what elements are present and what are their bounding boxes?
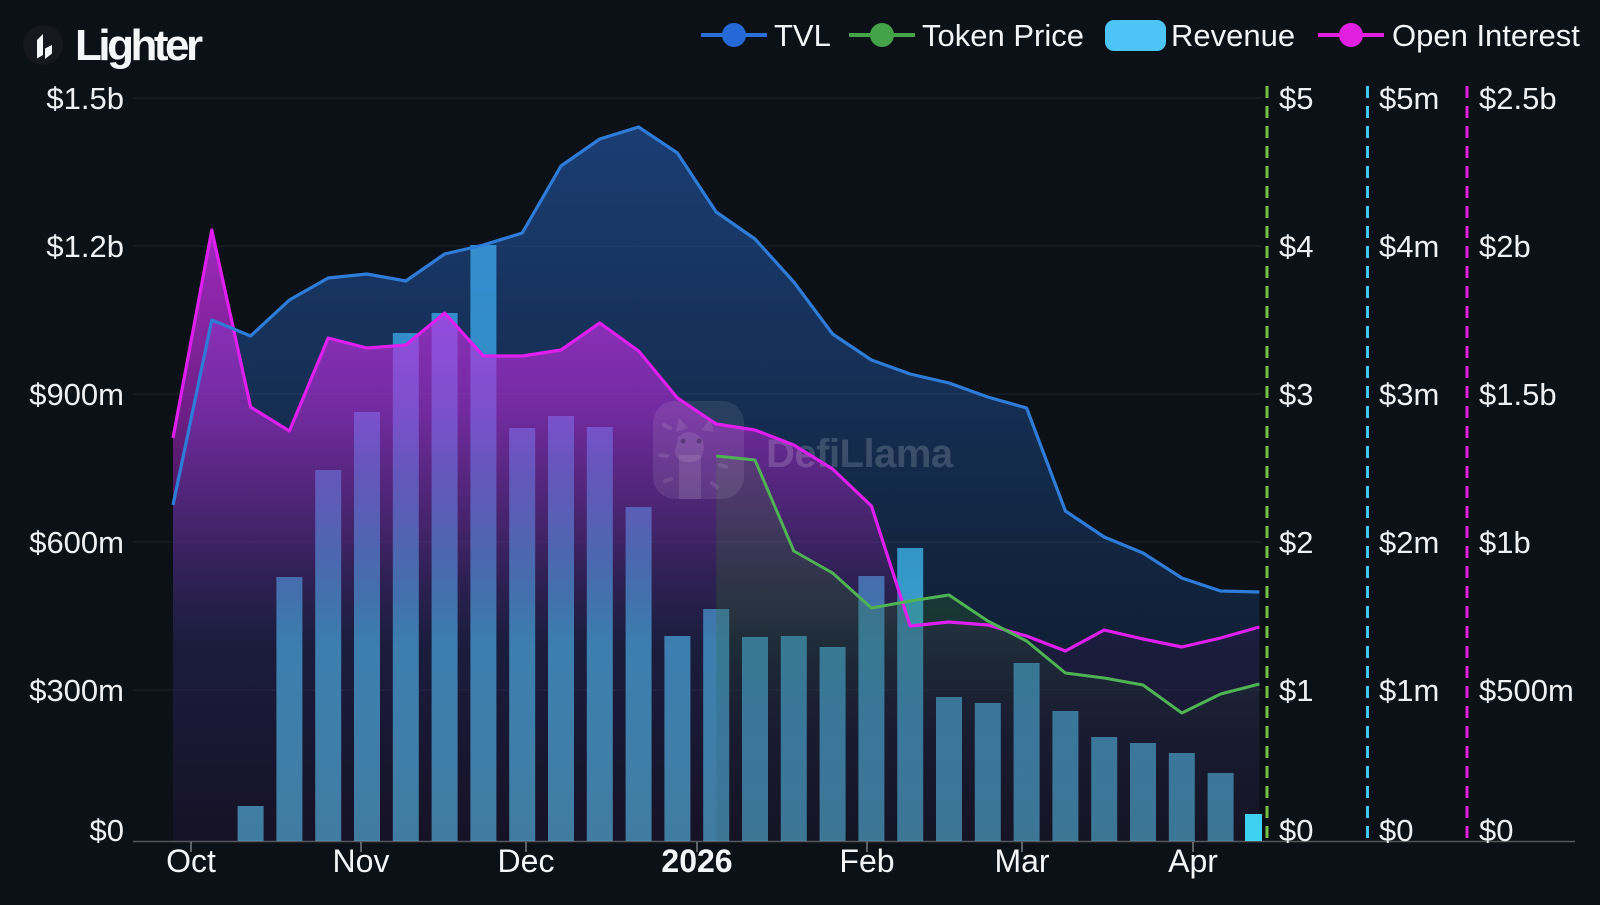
svg-text:$4: $4 — [1279, 229, 1313, 264]
svg-text:Lighter: Lighter — [75, 21, 203, 70]
svg-text:$1.5b: $1.5b — [46, 81, 124, 116]
svg-text:$2: $2 — [1279, 525, 1313, 560]
svg-text:$900m: $900m — [29, 377, 124, 412]
svg-text:$1m: $1m — [1379, 673, 1439, 708]
svg-text:$300m: $300m — [29, 673, 124, 708]
svg-text:2026: 2026 — [661, 843, 732, 879]
svg-text:$1: $1 — [1279, 673, 1313, 708]
svg-text:Dec: Dec — [498, 843, 555, 879]
svg-text:Mar: Mar — [994, 843, 1049, 879]
svg-text:$4m: $4m — [1379, 229, 1439, 264]
svg-text:$500m: $500m — [1479, 673, 1574, 708]
svg-text:$0: $0 — [1479, 813, 1513, 848]
svg-text:$5m: $5m — [1379, 81, 1439, 116]
svg-text:$0: $0 — [1279, 813, 1313, 848]
svg-text:TVL: TVL — [774, 18, 831, 53]
svg-text:$3: $3 — [1279, 377, 1313, 412]
svg-text:$1.5b: $1.5b — [1479, 377, 1557, 412]
svg-text:$1.2b: $1.2b — [46, 229, 124, 264]
svg-text:$2b: $2b — [1479, 229, 1531, 264]
svg-text:$0: $0 — [90, 813, 124, 848]
svg-text:Revenue: Revenue — [1171, 18, 1295, 53]
svg-text:Oct: Oct — [166, 843, 216, 879]
svg-text:$5: $5 — [1279, 81, 1313, 116]
svg-text:$0: $0 — [1379, 813, 1413, 848]
svg-text:$2m: $2m — [1379, 525, 1439, 560]
svg-text:Feb: Feb — [839, 843, 894, 879]
svg-text:Open Interest: Open Interest — [1392, 18, 1580, 53]
svg-text:Token Price: Token Price — [922, 18, 1084, 53]
svg-text:$1b: $1b — [1479, 525, 1531, 560]
svg-text:Apr: Apr — [1168, 843, 1218, 879]
svg-text:DefiLlama: DefiLlama — [766, 432, 954, 476]
svg-text:$3m: $3m — [1379, 377, 1439, 412]
svg-text:Nov: Nov — [333, 843, 390, 879]
svg-text:$2.5b: $2.5b — [1479, 81, 1557, 116]
svg-text:$600m: $600m — [29, 525, 124, 560]
